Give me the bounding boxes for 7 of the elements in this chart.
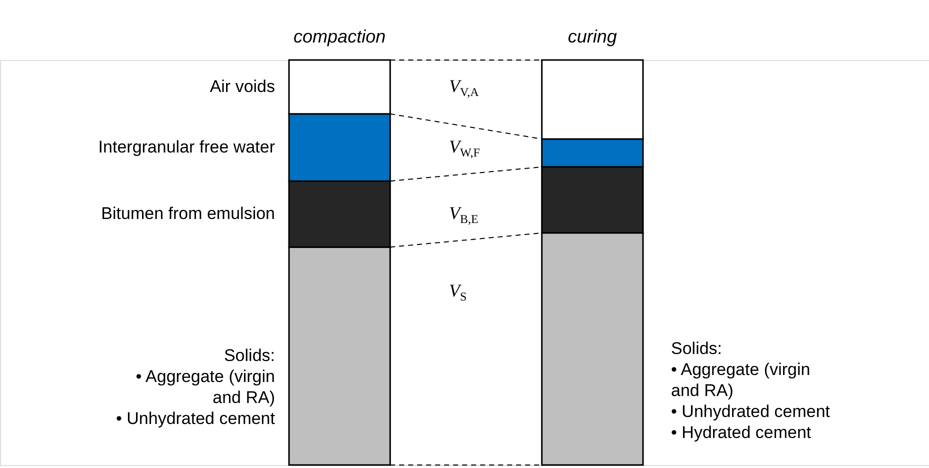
x-tick-label: compaction bbox=[294, 26, 386, 46]
annotation: Solids: • Aggregate (virgin and RA) • Unhydrated cement • Hydrated cement bbox=[671, 338, 830, 442]
series-label: Bitumen from emulsion bbox=[101, 204, 275, 224]
series-label: Solids: • Aggregate (virgin and RA) • Unhydrated cement bbox=[116, 346, 276, 428]
x-tick-label: curing bbox=[568, 26, 617, 46]
series-label: Intergranular free water bbox=[98, 137, 276, 156]
series-label: Air voids bbox=[210, 76, 275, 96]
